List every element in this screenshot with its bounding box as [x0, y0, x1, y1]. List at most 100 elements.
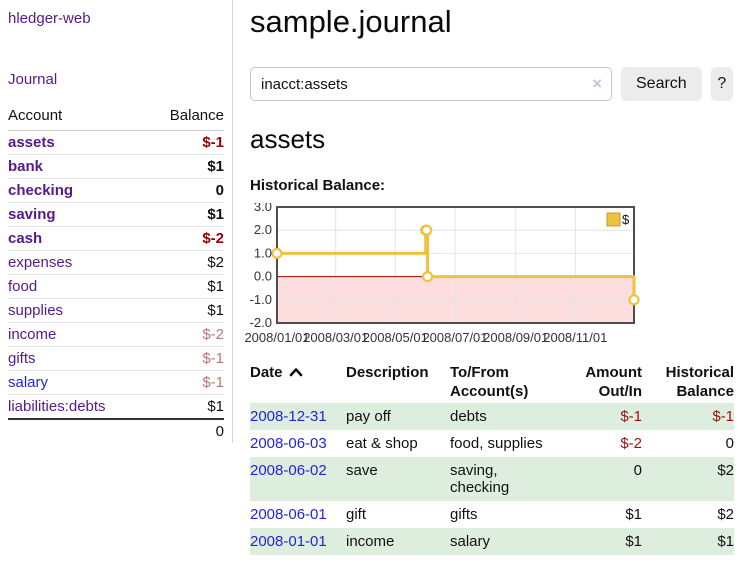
account-name-cell: cash: [8, 226, 147, 251]
account-row: bank $1: [8, 154, 224, 179]
legend-label: $: [622, 212, 630, 227]
account-link[interactable]: income: [8, 326, 57, 343]
register-header-accounts: To/From Account(s): [450, 364, 529, 400]
register-date-cell: 2008-01-01: [250, 528, 346, 555]
accounts-header-balance: Balance: [146, 103, 224, 131]
register-description-cell: gift: [346, 506, 367, 523]
transaction-date-link[interactable]: 2008-01-01: [250, 533, 327, 550]
account-balance: $-1: [146, 370, 224, 395]
register-amount-cell: 0: [633, 462, 642, 479]
account-link[interactable]: saving: [8, 206, 56, 223]
account-row: assets $-1: [8, 130, 224, 155]
account-row: liabilities:debts $1: [8, 394, 224, 420]
search-input[interactable]: [250, 67, 612, 101]
accounts-total-row: 0: [8, 419, 224, 443]
account-name-cell: gifts: [8, 346, 147, 371]
sort-ascending-icon: [289, 363, 303, 382]
account-name-cell: supplies: [8, 298, 147, 323]
chart-title: Historical Balance:: [250, 177, 386, 194]
chart-canvas: $3.0 2.0 1.0 0.0 -1.0 -2.02008/01/012008/03/0…: [244, 199, 640, 345]
account-row: salary $-1: [8, 370, 224, 395]
account-name-cell: income: [8, 322, 147, 347]
register-amount-cell: $1: [625, 533, 642, 550]
account-balance: $-1: [146, 346, 224, 371]
account-link[interactable]: bank: [8, 158, 44, 175]
register-header-row: Date Description To/From Account(s) Amou…: [250, 361, 734, 403]
account-link[interactable]: supplies: [8, 302, 64, 319]
y-axis-tick-label: -1.0: [250, 292, 272, 307]
accounts-total-balance: 0: [215, 423, 224, 440]
register-header-amount: Amount Out/In: [585, 364, 642, 400]
register-row: 2008-12-31 pay off debts $-1 $-1: [250, 403, 734, 430]
transaction-date-link[interactable]: 2008-06-03: [250, 435, 327, 452]
register-accounts-cell: saving, checking: [450, 462, 510, 496]
account-balance: $1: [146, 274, 224, 299]
x-axis-tick-label: 2008/11/01: [543, 330, 607, 345]
register-balance-cell: $2: [717, 506, 734, 523]
account-row: income $-2: [8, 322, 224, 347]
accounts-header-account: Account: [8, 103, 147, 131]
register-row: 2008-06-02 save saving, checking 0 $2: [250, 457, 734, 501]
y-axis-tick-label: 2.0: [254, 222, 272, 237]
account-link[interactable]: food: [8, 278, 38, 295]
account-row: cash $-2: [8, 226, 224, 251]
account-name-cell: food: [8, 274, 147, 299]
account-name-cell: liabilities:debts: [8, 394, 147, 420]
search-form: × Search ?: [250, 67, 733, 101]
transaction-date-link[interactable]: 2008-06-01: [250, 506, 327, 523]
register-header-description: Description: [346, 364, 429, 381]
account-balance: $-2: [146, 322, 224, 347]
account-balance: $1: [146, 154, 224, 179]
brand-link[interactable]: hledger-web: [8, 10, 91, 27]
account-row: expenses $2: [8, 250, 224, 275]
register-amount-cell: $1: [625, 506, 642, 523]
account-row: food $1: [8, 274, 224, 299]
help-button[interactable]: ?: [710, 67, 733, 101]
register-date-cell: 2008-12-31: [250, 403, 346, 430]
account-row: supplies $1: [8, 298, 224, 323]
account-name-cell: bank: [8, 154, 147, 179]
legend-swatch: [606, 212, 621, 227]
x-axis-tick-label: 2008/09/01: [483, 330, 548, 345]
register-header-date: Date: [250, 361, 346, 403]
account-link[interactable]: assets: [8, 134, 55, 151]
x-axis-tick-label: 2008/05/01: [363, 330, 428, 345]
account-link[interactable]: salary: [8, 374, 49, 391]
account-balance: $1: [146, 394, 224, 420]
register-amount-cell: $-2: [620, 435, 642, 452]
register-description-cell: income: [346, 533, 395, 550]
transaction-date-link[interactable]: 2008-06-02: [250, 462, 327, 479]
account-link[interactable]: cash: [8, 230, 43, 247]
register-row: 2008-06-03 eat & shop food, supplies $-2 0: [250, 430, 734, 457]
account-title: assets: [250, 124, 326, 154]
account-balance: $1: [146, 202, 224, 227]
data-point-marker: [421, 224, 433, 236]
x-axis-tick-label: 2008/03/01: [303, 330, 368, 345]
account-name-cell: expenses: [8, 250, 147, 275]
register-date-cell: 2008-06-03: [250, 430, 346, 457]
register-description-cell: pay off: [346, 408, 391, 425]
account-link[interactable]: liabilities:debts: [8, 398, 106, 415]
register-balance-cell: $2: [717, 462, 734, 479]
account-link[interactable]: gifts: [8, 350, 36, 367]
register-accounts-cell: salary: [450, 533, 491, 550]
y-axis-tick-label: 3.0: [254, 203, 272, 214]
register-accounts-cell: food, supplies: [450, 435, 543, 452]
accounts-table: Account Balance assets $-1 bank $1 checking 0…: [8, 103, 224, 443]
x-axis-tick-label: 2008/07/01: [422, 330, 487, 345]
journal-nav-link[interactable]: Journal: [8, 71, 58, 88]
transaction-date-link[interactable]: 2008-12-31: [250, 408, 327, 425]
y-axis-tick-label: -2.0: [250, 315, 272, 330]
register-table: Date Description To/From Account(s) Amou…: [250, 361, 734, 555]
search-box: ×: [250, 67, 612, 101]
clear-search-icon[interactable]: ×: [592, 74, 602, 93]
data-point-marker: [271, 247, 283, 260]
register-balance-cell: $1: [717, 533, 734, 550]
data-point-marker: [422, 270, 434, 283]
account-row: saving $1: [8, 202, 224, 227]
account-name-cell: saving: [8, 202, 147, 227]
search-button[interactable]: Search: [621, 67, 702, 101]
account-link[interactable]: checking: [8, 182, 74, 199]
account-link[interactable]: expenses: [8, 254, 73, 271]
